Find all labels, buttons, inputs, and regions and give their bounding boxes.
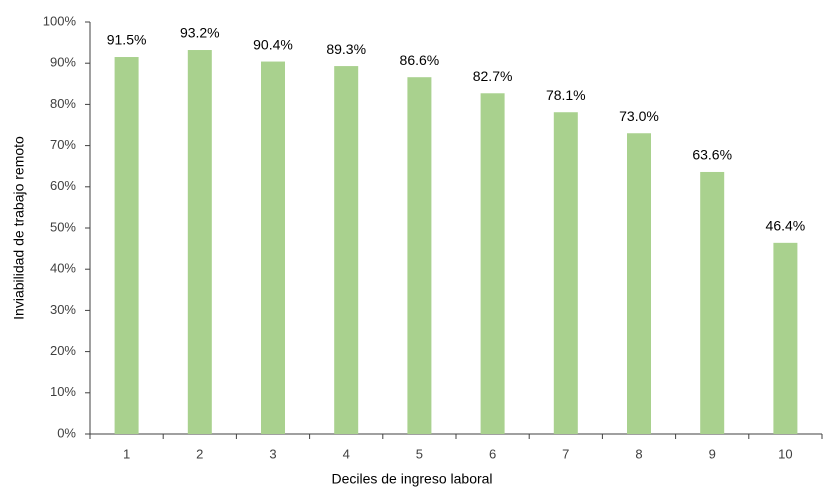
- y-tick-label: 20%: [50, 343, 76, 358]
- y-tick-label: 50%: [50, 219, 76, 234]
- value-label: 91.5%: [107, 32, 147, 48]
- y-axis-title: Inviabilidad de trabajo remoto: [11, 136, 27, 320]
- y-tick-label: 90%: [50, 55, 76, 70]
- y-tick-label: 40%: [50, 261, 76, 276]
- value-label: 90.4%: [253, 36, 293, 52]
- bar: [700, 171, 725, 434]
- x-tick-label: 1: [123, 446, 130, 461]
- x-tick-label: 3: [269, 446, 276, 461]
- y-tick-label: 100%: [43, 13, 77, 28]
- y-tick-label: 0%: [57, 425, 76, 440]
- x-tick-label: 5: [416, 446, 423, 461]
- value-label: 78.1%: [546, 87, 586, 103]
- value-label: 93.2%: [180, 25, 220, 41]
- x-tick-label: 2: [196, 446, 203, 461]
- bar: [773, 242, 798, 434]
- bar: [627, 133, 651, 435]
- bar: [334, 66, 359, 435]
- y-tick-label: 10%: [50, 384, 76, 399]
- value-label: 46.4%: [766, 218, 806, 234]
- x-tick-label: 6: [489, 446, 496, 461]
- y-tick-label: 30%: [50, 302, 76, 317]
- x-tick-label: 10: [778, 446, 792, 461]
- y-tick-label: 80%: [50, 96, 76, 111]
- bar: [114, 57, 139, 435]
- y-tick-label: 70%: [50, 137, 76, 152]
- x-tick-label: 8: [635, 446, 642, 461]
- value-label: 73.0%: [619, 108, 659, 124]
- value-label: 82.7%: [473, 68, 513, 84]
- value-label: 63.6%: [692, 147, 732, 163]
- bar: [553, 112, 578, 434]
- y-tick-label: 60%: [50, 178, 76, 193]
- bar: [261, 61, 285, 434]
- x-axis-title: Deciles de ingreso laboral: [331, 471, 492, 487]
- bar: [480, 93, 505, 434]
- value-label: 86.6%: [400, 52, 440, 68]
- x-tick-label: 7: [562, 446, 569, 461]
- x-tick-label: 4: [343, 446, 350, 461]
- x-tick-label: 9: [709, 446, 716, 461]
- bar: [187, 50, 212, 435]
- bar: [407, 77, 432, 434]
- value-label: 89.3%: [326, 41, 366, 57]
